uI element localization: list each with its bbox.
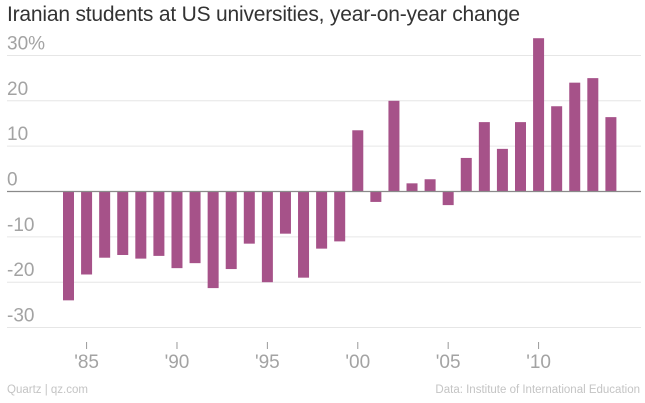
- x-tick-label: '95: [255, 352, 280, 373]
- y-tick-label: -20: [7, 260, 34, 281]
- bar-2005: [442, 191, 454, 206]
- x-tick-label: '90: [165, 352, 190, 373]
- x-tick-label: '10: [526, 352, 551, 373]
- bar-2007: [478, 122, 490, 192]
- footer-source-right: Data: Institute of International Educati…: [435, 384, 640, 396]
- bar-1995: [261, 191, 273, 283]
- bar-1989: [153, 191, 165, 256]
- bar-1991: [189, 191, 201, 264]
- bar-2012: [569, 82, 581, 192]
- bar-1998: [316, 191, 328, 249]
- bar-2014: [605, 117, 617, 192]
- bar-2001: [370, 191, 382, 202]
- bar-1996: [279, 191, 291, 234]
- chart-title: Iranian students at US universities, yea…: [7, 3, 520, 26]
- bar-1986: [99, 191, 111, 258]
- bar-2009: [515, 122, 526, 192]
- y-tick-label: 30%: [7, 33, 45, 54]
- bar-1997: [298, 191, 310, 278]
- y-axis-labels: 30% 20 10 0 -10 -20 -30: [7, 33, 45, 326]
- bar-1993: [225, 191, 237, 270]
- y-tick-label: -10: [7, 215, 34, 236]
- bar-2000: [352, 130, 364, 192]
- y-tick-label: 20: [7, 79, 28, 100]
- y-tick-label: -30: [7, 306, 34, 327]
- bar-2002: [388, 100, 400, 192]
- y-tick-label: 0: [7, 170, 18, 191]
- bar-1987: [117, 191, 129, 255]
- bar-1984: [63, 191, 74, 301]
- bars: [63, 38, 617, 301]
- footer-source-left: Quartz | qz.com: [7, 384, 88, 396]
- bar-2003: [406, 183, 418, 192]
- bar-2004: [424, 179, 436, 192]
- x-tick-label: '00: [345, 352, 370, 373]
- bar-1994: [243, 191, 255, 244]
- bar-1988: [135, 191, 147, 259]
- x-axis-labels: '85 '90 '95 '00 '05 '10: [74, 342, 551, 373]
- bar-2008: [496, 148, 508, 192]
- bar-2011: [551, 106, 563, 192]
- bar-1992: [207, 191, 219, 289]
- bar-1999: [334, 191, 346, 242]
- bar-2006: [460, 157, 472, 192]
- bar-1990: [171, 191, 183, 269]
- bar-1985: [81, 191, 93, 275]
- bar-2013: [587, 78, 599, 192]
- y-tick-label: 10: [7, 124, 28, 145]
- x-tick-label: '85: [74, 352, 99, 373]
- bar-2010: [533, 38, 545, 192]
- x-tick-label: '05: [436, 352, 461, 373]
